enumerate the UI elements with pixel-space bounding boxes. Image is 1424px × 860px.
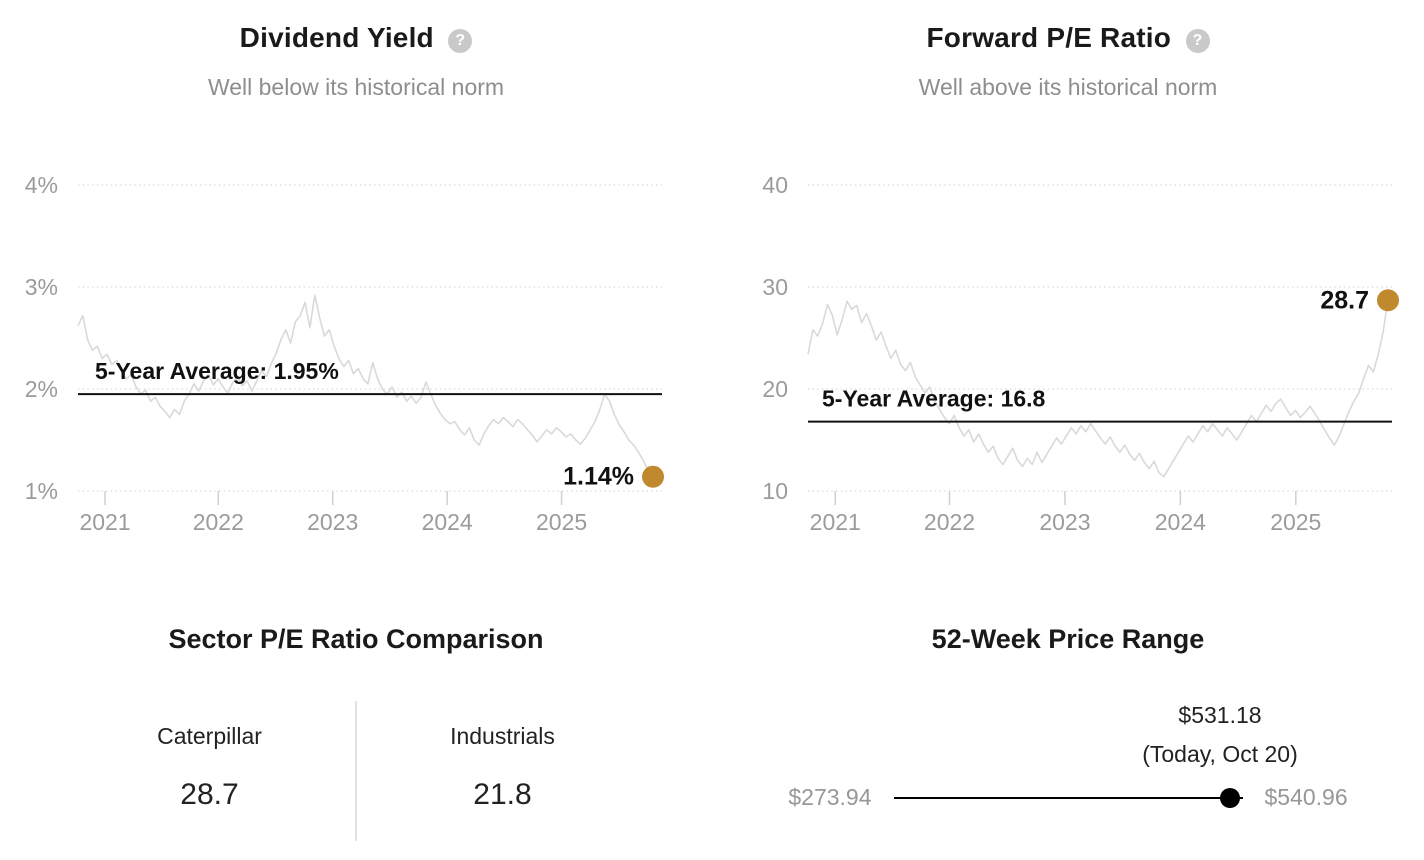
title-row: Forward P/E Ratio ? xyxy=(712,22,1424,54)
title-row: Dividend Yield ? xyxy=(0,22,712,54)
range-low-label: $273.94 xyxy=(788,784,872,810)
y-axis-label: 30 xyxy=(762,274,788,300)
average-label: 5-Year Average: 1.95% xyxy=(95,358,339,384)
charts-row: Dividend Yield ? Well below its historic… xyxy=(0,0,1424,552)
latest-point xyxy=(642,465,664,488)
average-label: 5-Year Average: 16.8 xyxy=(822,386,1046,412)
y-axis-label: 3% xyxy=(25,274,58,300)
current-price: $531.18 xyxy=(1178,702,1262,728)
comparison-column-industrials: Industrials 21.8 xyxy=(357,701,648,812)
price-range-title: 52-Week Price Range xyxy=(931,624,1205,654)
x-axis-label: 2023 xyxy=(307,509,358,535)
history-line xyxy=(807,300,1389,478)
dividend-yield-plot: 4% 3% 2% 1% 2021 2022 2023 2024 2025 5-Year Avera… xyxy=(25,172,664,535)
dividend-yield-subtitle: Well below its historical norm xyxy=(207,74,505,100)
latest-point xyxy=(1377,289,1399,312)
dividend-yield-section: Dividend Yield ? Well below its historic… xyxy=(0,0,712,552)
sector-pe-value: 21.8 xyxy=(473,778,532,811)
latest-value-label: 28.7 xyxy=(1320,286,1369,314)
current-price-date: (Today, Oct 20) xyxy=(1142,741,1298,767)
forward-pe-plot: 40 30 20 10 2021 2022 2023 2024 2025 5-Year Avera… xyxy=(762,172,1399,535)
x-axis-label: 2023 xyxy=(1039,509,1090,535)
range-high-label: $540.96 xyxy=(1264,784,1348,810)
price-range-slider: $273.94 $540.96 xyxy=(712,784,1424,811)
x-axis-label: 2022 xyxy=(924,509,975,535)
y-axis-label: 20 xyxy=(762,376,788,402)
latest-value-label: 1.14% xyxy=(563,463,634,491)
sector-pe-comparison-title: Sector P/E Ratio Comparison xyxy=(168,624,544,654)
company-label: Caterpillar xyxy=(157,723,262,749)
dividend-yield-title: Dividend Yield xyxy=(239,22,434,53)
range-track xyxy=(893,787,1243,808)
forward-pe-header: Forward P/E Ratio ? Well above its histo… xyxy=(712,22,1424,152)
sector-label: Industrials xyxy=(450,723,555,749)
question-mark-icon[interactable]: ? xyxy=(448,29,473,53)
vertical-divider xyxy=(355,701,357,841)
x-axis-label: 2025 xyxy=(536,509,587,535)
stats-row: Sector P/E Ratio Comparison Caterpillar … xyxy=(0,610,1424,860)
forward-pe-section: Forward P/E Ratio ? Well above its histo… xyxy=(712,0,1424,552)
y-axis-label: 4% xyxy=(25,172,58,198)
y-axis-label: 2% xyxy=(25,376,58,402)
comparison-column-caterpillar: Caterpillar 28.7 xyxy=(64,701,355,812)
current-price-callout: $531.18 (Today, Oct 20) xyxy=(1142,696,1298,774)
comparison-columns: Caterpillar 28.7 Industrials 21.8 xyxy=(0,701,712,841)
price-range-panel: 52-Week Price Range $531.18 (Today, Oct … xyxy=(712,610,1424,860)
x-axis-label: 2024 xyxy=(1155,509,1206,535)
forward-pe-title: Forward P/E Ratio xyxy=(926,22,1172,53)
sector-pe-comparison-panel: Sector P/E Ratio Comparison Caterpillar … xyxy=(0,610,712,860)
x-axis-label: 2021 xyxy=(810,509,861,535)
y-axis-label: 40 xyxy=(762,172,788,198)
x-axis-label: 2024 xyxy=(422,509,473,535)
x-axis-label: 2022 xyxy=(193,509,244,535)
range-dot[interactable] xyxy=(1219,787,1240,808)
company-pe-value: 28.7 xyxy=(180,778,239,811)
dividend-yield-header: Dividend Yield ? Well below its historic… xyxy=(0,22,712,152)
history-line xyxy=(77,294,654,478)
x-axis-label: 2025 xyxy=(1270,509,1321,535)
forward-pe-subtitle: Well above its historical norm xyxy=(918,74,1218,100)
y-axis-label: 10 xyxy=(762,478,788,504)
y-axis-label: 1% xyxy=(25,478,58,504)
x-axis-label: 2021 xyxy=(79,509,130,535)
question-mark-icon[interactable]: ? xyxy=(1185,29,1210,53)
